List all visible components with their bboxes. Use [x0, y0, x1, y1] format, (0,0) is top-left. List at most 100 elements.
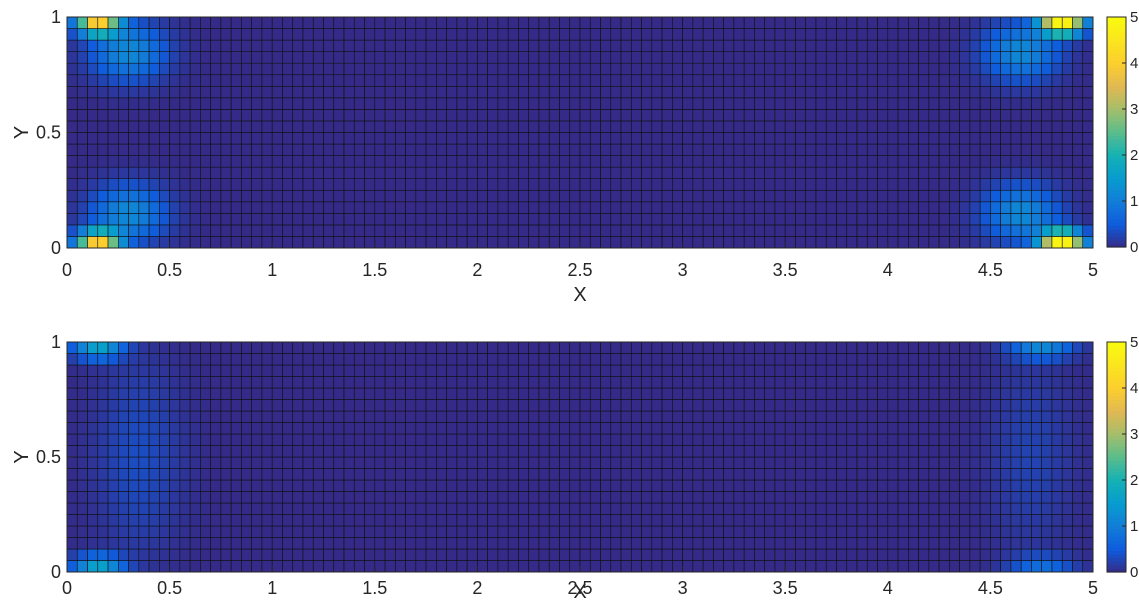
heatmap-cell — [343, 537, 355, 550]
heatmap-cell — [764, 387, 776, 400]
colorbar-tick-label: 4 — [1130, 55, 1138, 72]
heatmap-cell — [589, 109, 601, 122]
heatmap-cell — [405, 387, 417, 400]
heatmap-cell — [1020, 376, 1032, 389]
heatmap-cell — [87, 166, 99, 179]
heatmap-cell — [538, 97, 550, 110]
heatmap-cell — [651, 514, 663, 527]
heatmap-cell — [856, 201, 868, 214]
heatmap-cell — [1051, 468, 1063, 481]
heatmap-cell — [743, 132, 755, 145]
heatmap-cell — [1061, 364, 1073, 377]
heatmap-cell — [107, 189, 119, 203]
heatmap-cell — [548, 514, 560, 527]
heatmap-cell — [825, 120, 837, 133]
heatmap-cell — [271, 445, 283, 458]
colorbar-segment — [1107, 207, 1126, 212]
heatmap-cell — [774, 548, 786, 561]
y-tick-label: 0 — [51, 562, 61, 582]
heatmap-cell — [949, 213, 960, 226]
heatmap-cell — [836, 16, 848, 29]
heatmap-cell — [877, 155, 889, 168]
heatmap-cell — [713, 364, 724, 377]
heatmap-cell — [1051, 155, 1063, 168]
heatmap-cell — [795, 178, 807, 191]
heatmap-cell — [569, 28, 581, 41]
heatmap-cell — [805, 548, 817, 561]
heatmap-cell — [364, 341, 376, 354]
heatmap-cell — [230, 364, 242, 377]
heatmap-cell — [825, 525, 837, 538]
heatmap-cell — [87, 479, 99, 492]
heatmap-cell — [733, 39, 745, 52]
heatmap-cell — [384, 514, 396, 527]
heatmap-cell — [200, 132, 211, 145]
heatmap-cell — [312, 155, 324, 168]
heatmap-cell — [87, 560, 99, 573]
heatmap-cell — [589, 132, 601, 145]
heatmap-cell — [825, 456, 837, 469]
heatmap-cell — [1061, 132, 1073, 145]
heatmap-cell — [1051, 39, 1063, 52]
heatmap-cell — [425, 353, 437, 366]
heatmap-cell — [795, 155, 807, 168]
heatmap-cell — [477, 468, 488, 481]
heatmap-cell — [825, 213, 837, 226]
heatmap-cell — [364, 201, 376, 214]
heatmap-cell — [415, 201, 427, 214]
heatmap-cell — [1000, 537, 1012, 550]
heatmap-cell — [364, 39, 376, 52]
heatmap-cell — [384, 387, 396, 400]
heatmap-cell — [723, 74, 735, 87]
heatmap-cell — [1082, 560, 1094, 573]
heatmap-cell — [856, 213, 868, 226]
heatmap-cell — [425, 213, 437, 226]
heatmap-cell — [836, 410, 848, 423]
heatmap-cell — [1072, 97, 1084, 110]
heatmap-cell — [456, 537, 468, 550]
heatmap-cell — [456, 445, 468, 458]
heatmap-cell — [620, 120, 632, 133]
heatmap-cell — [620, 399, 632, 412]
heatmap-cell — [928, 109, 940, 122]
heatmap-cell — [938, 109, 950, 122]
heatmap-cell — [1051, 445, 1063, 458]
heatmap-cell — [271, 74, 283, 87]
heatmap-cell — [497, 537, 509, 550]
heatmap-cell — [312, 28, 324, 41]
heatmap-cell — [774, 189, 786, 203]
heatmap-cell — [507, 410, 519, 423]
heatmap-cell — [353, 189, 365, 203]
heatmap-cell — [897, 399, 909, 412]
heatmap-cell — [333, 410, 345, 423]
heatmap-cell — [425, 514, 437, 527]
heatmap-cell — [589, 468, 601, 481]
heatmap-cell — [271, 28, 283, 41]
heatmap-cell — [76, 39, 88, 52]
heatmap-cell — [446, 445, 458, 458]
heatmap-cell — [918, 109, 930, 122]
heatmap-cell — [405, 178, 417, 191]
heatmap-cell — [1051, 28, 1063, 41]
heatmap-cell — [661, 422, 673, 435]
heatmap-cell — [200, 525, 211, 538]
heatmap-cell — [979, 341, 991, 354]
heatmap-cell — [795, 514, 807, 527]
heatmap-cell — [897, 236, 909, 249]
heatmap-cell — [548, 433, 560, 446]
heatmap-cell — [528, 236, 540, 249]
heatmap-cell — [589, 364, 601, 377]
heatmap-cell — [159, 62, 170, 76]
heatmap-cell — [169, 456, 181, 469]
heatmap-cell — [836, 28, 848, 41]
heatmap-cell — [661, 224, 673, 237]
heatmap-cell — [754, 166, 765, 179]
heatmap-cell — [846, 86, 858, 99]
heatmap-cell — [713, 120, 724, 133]
heatmap-cell — [138, 410, 150, 423]
heatmap-cell — [107, 387, 119, 400]
heatmap-cell — [395, 166, 406, 179]
heatmap-cell — [97, 166, 109, 179]
heatmap-cell — [477, 537, 488, 550]
heatmap-cell — [1020, 236, 1032, 249]
